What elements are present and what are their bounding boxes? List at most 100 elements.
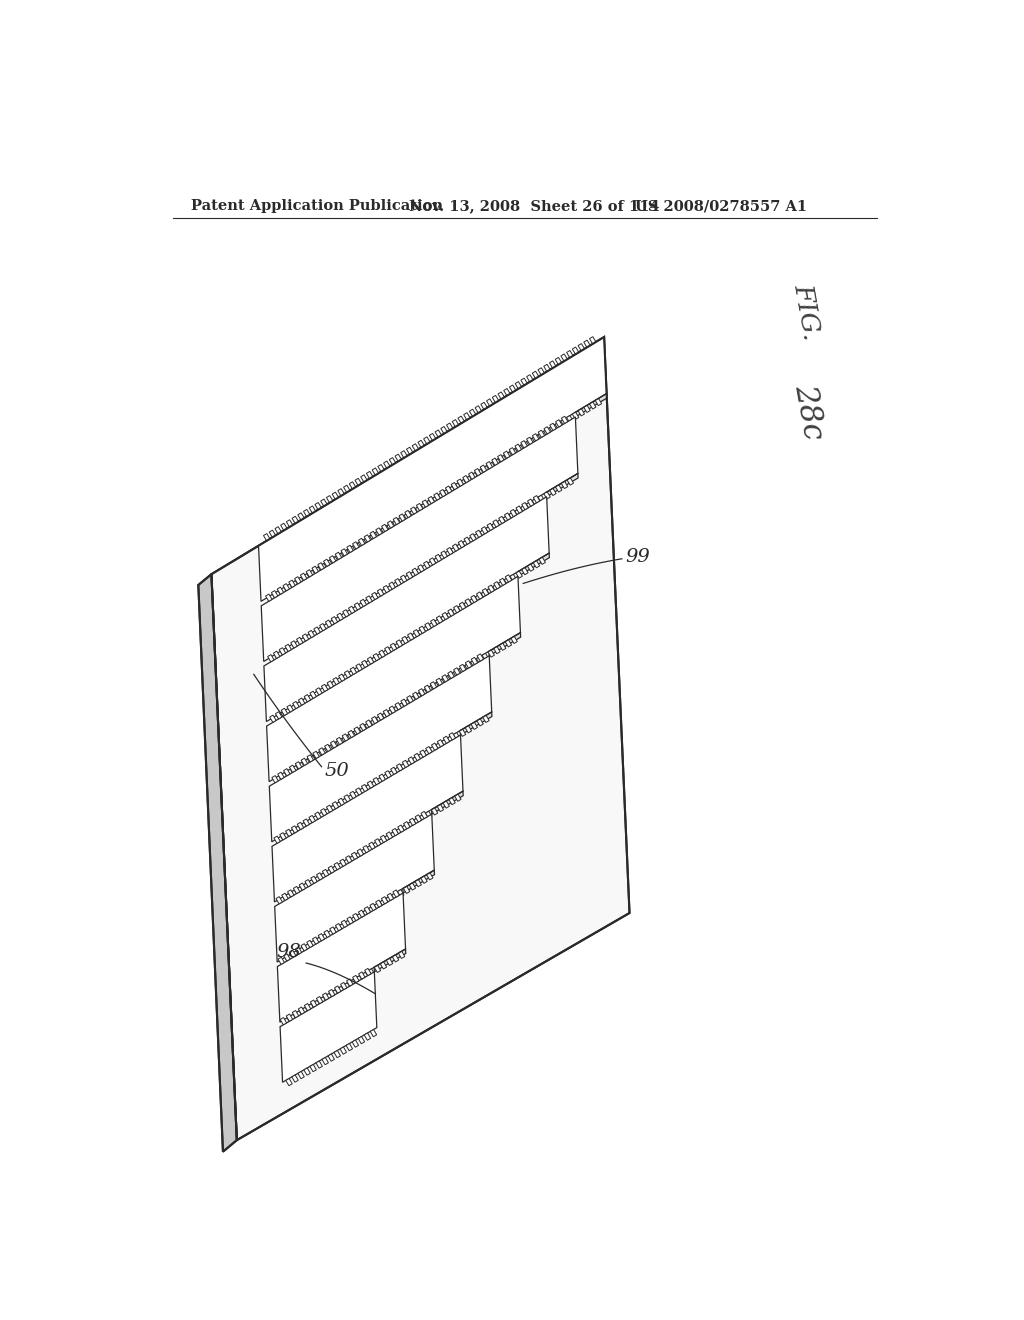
Polygon shape (408, 821, 415, 829)
Polygon shape (404, 576, 411, 582)
Polygon shape (347, 917, 353, 924)
Polygon shape (526, 440, 534, 447)
Polygon shape (362, 909, 370, 917)
Polygon shape (264, 496, 549, 722)
Polygon shape (400, 515, 408, 523)
Polygon shape (418, 565, 424, 572)
Polygon shape (341, 549, 347, 556)
Polygon shape (284, 833, 290, 841)
Polygon shape (368, 722, 374, 729)
Polygon shape (446, 612, 453, 619)
Polygon shape (327, 805, 333, 812)
Text: 28c: 28c (788, 381, 828, 442)
Polygon shape (327, 560, 333, 568)
Polygon shape (510, 510, 517, 516)
Polygon shape (430, 619, 437, 627)
Polygon shape (413, 444, 419, 451)
Polygon shape (280, 898, 286, 904)
Polygon shape (306, 634, 312, 642)
Polygon shape (419, 626, 426, 634)
Text: Nov. 13, 2008  Sheet 26 of 114: Nov. 13, 2008 Sheet 26 of 114 (410, 199, 659, 213)
Polygon shape (544, 429, 550, 437)
Polygon shape (282, 709, 288, 715)
Polygon shape (351, 917, 357, 924)
Polygon shape (411, 572, 417, 579)
Polygon shape (261, 417, 578, 661)
Polygon shape (304, 1068, 310, 1076)
Polygon shape (397, 890, 404, 896)
Polygon shape (463, 540, 469, 548)
Polygon shape (211, 337, 630, 1140)
Polygon shape (335, 616, 342, 624)
Polygon shape (394, 578, 401, 586)
Polygon shape (561, 482, 567, 488)
Polygon shape (367, 471, 373, 479)
Polygon shape (453, 544, 459, 552)
Polygon shape (421, 876, 427, 883)
Polygon shape (550, 360, 556, 368)
Polygon shape (480, 529, 486, 537)
Polygon shape (332, 801, 339, 809)
Polygon shape (555, 484, 562, 492)
Polygon shape (575, 393, 607, 417)
Polygon shape (295, 762, 302, 770)
Polygon shape (337, 612, 343, 620)
Polygon shape (486, 399, 493, 407)
Polygon shape (315, 752, 322, 759)
Polygon shape (269, 531, 275, 537)
Polygon shape (355, 729, 362, 735)
Polygon shape (451, 548, 458, 554)
Polygon shape (265, 594, 272, 602)
Polygon shape (274, 591, 282, 598)
Polygon shape (493, 396, 499, 403)
Polygon shape (293, 887, 300, 894)
Polygon shape (330, 556, 336, 562)
Polygon shape (385, 771, 391, 777)
Polygon shape (464, 537, 470, 544)
Polygon shape (510, 574, 516, 582)
Polygon shape (403, 886, 410, 894)
Polygon shape (499, 581, 505, 589)
Polygon shape (358, 1036, 365, 1044)
Polygon shape (350, 731, 356, 739)
Polygon shape (493, 461, 499, 467)
Polygon shape (338, 488, 344, 496)
Polygon shape (297, 822, 304, 829)
Polygon shape (374, 965, 381, 973)
Polygon shape (303, 574, 310, 581)
Polygon shape (360, 475, 368, 482)
Polygon shape (453, 484, 459, 491)
Polygon shape (281, 972, 377, 1082)
Polygon shape (303, 818, 309, 826)
Polygon shape (572, 412, 579, 420)
Polygon shape (271, 655, 278, 663)
Polygon shape (334, 1051, 341, 1057)
Polygon shape (369, 969, 375, 975)
Polygon shape (382, 524, 388, 532)
Polygon shape (354, 727, 360, 734)
Polygon shape (371, 1030, 377, 1036)
Polygon shape (273, 715, 280, 723)
Polygon shape (330, 620, 336, 627)
Polygon shape (458, 480, 465, 488)
Polygon shape (348, 795, 354, 803)
Polygon shape (447, 609, 455, 616)
Polygon shape (269, 715, 276, 722)
Polygon shape (281, 587, 287, 595)
Polygon shape (392, 894, 398, 900)
Polygon shape (288, 890, 294, 898)
Polygon shape (366, 660, 372, 668)
Polygon shape (515, 446, 521, 454)
Polygon shape (300, 638, 307, 645)
Polygon shape (304, 1003, 310, 1011)
Polygon shape (578, 409, 585, 416)
Polygon shape (567, 478, 573, 486)
Polygon shape (475, 405, 481, 413)
Polygon shape (316, 873, 323, 880)
Polygon shape (400, 576, 407, 582)
Polygon shape (482, 653, 488, 660)
Polygon shape (302, 634, 309, 642)
Polygon shape (273, 651, 280, 659)
Polygon shape (366, 784, 372, 792)
Polygon shape (302, 698, 308, 705)
